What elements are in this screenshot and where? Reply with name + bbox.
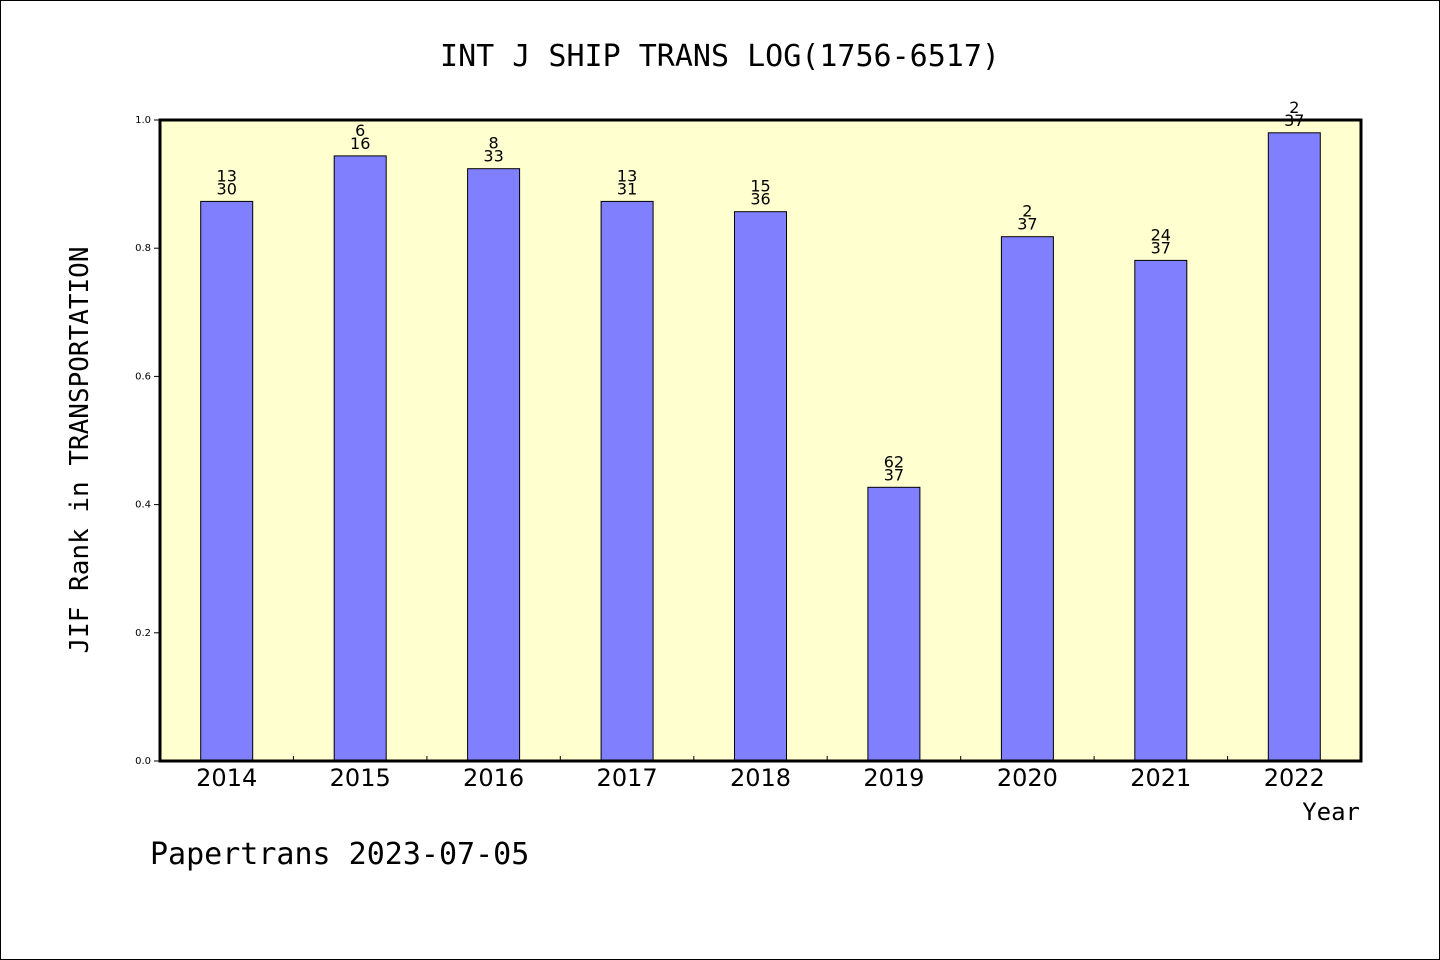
data-label-total-2021: 37 [1151,238,1171,257]
x-tick-label-2020: 2020 [997,764,1058,792]
bar-2022 [1267,132,1321,762]
x-tick-label-2017: 2017 [597,764,658,792]
data-label-rank-2022: 2 [1289,98,1299,117]
footer-text: Papertrans 2023-07-05 [150,837,529,872]
x-tick-label-2015: 2015 [330,764,391,792]
y-tick-label: 0.6 [135,371,151,382]
bar-2018 [734,211,787,762]
data-label-total-2016: 33 [483,147,503,166]
y-tick-label: 0.4 [135,500,151,511]
data-label-rank-2017: 13 [617,166,637,185]
data-label-total-2014: 30 [217,179,237,198]
bar-2014 [200,200,254,762]
data-label-total-2018: 36 [750,190,770,209]
data-label-rank-2015: 6 [355,121,365,140]
y-axis-label: JIF Rank in TRANSPORTATION [65,247,95,654]
y-tick-label: 0.2 [135,628,151,639]
x-tick-label-2022: 2022 [1264,764,1325,792]
bar-2021 [1134,259,1188,762]
bars-group [200,132,1321,762]
x-tick-label-2019: 2019 [863,764,924,792]
data-label-total-2019: 37 [884,465,904,484]
data-label-rank-2014: 13 [217,166,237,185]
x-axis-label: Year [1302,798,1360,826]
data-label-rank-2018: 15 [750,177,770,196]
y-tick-label: 0.0 [135,756,151,767]
data-label-rank-2016: 8 [489,134,499,153]
x-tick-label-2016: 2016 [463,764,524,792]
y-tick-label: 0.8 [135,243,151,254]
y-ticks-group: 0.0 0.2 0.4 0.6 0.8 1.0 [135,115,160,767]
chart-title: INT J SHIP TRANS LOG(1756-6517) [440,39,1000,74]
data-label-total-2015: 16 [350,134,370,153]
data-label-total-2017: 31 [617,179,637,198]
bar-2020 [1000,236,1054,762]
data-label-rank-2021: 24 [1151,225,1171,244]
x-ticks-group: 2014 2015 2016 2017 2018 2019 2020 2021 2022 [196,756,1325,792]
x-tick-label-2014: 2014 [196,764,257,792]
x-tick-label-2021: 2021 [1130,764,1191,792]
data-label-total-2020: 37 [1017,215,1037,234]
y-tick-label: 1.0 [135,115,151,126]
data-label-rank-2019: 62 [884,452,904,471]
bar-2017 [600,200,654,762]
plot-border [158,118,1363,763]
bar-2015 [333,155,387,762]
data-label-rank-2020: 2 [1022,202,1032,221]
bar-2016 [467,168,521,762]
bar-2019 [867,486,921,762]
x-tick-label-2018: 2018 [730,764,791,792]
